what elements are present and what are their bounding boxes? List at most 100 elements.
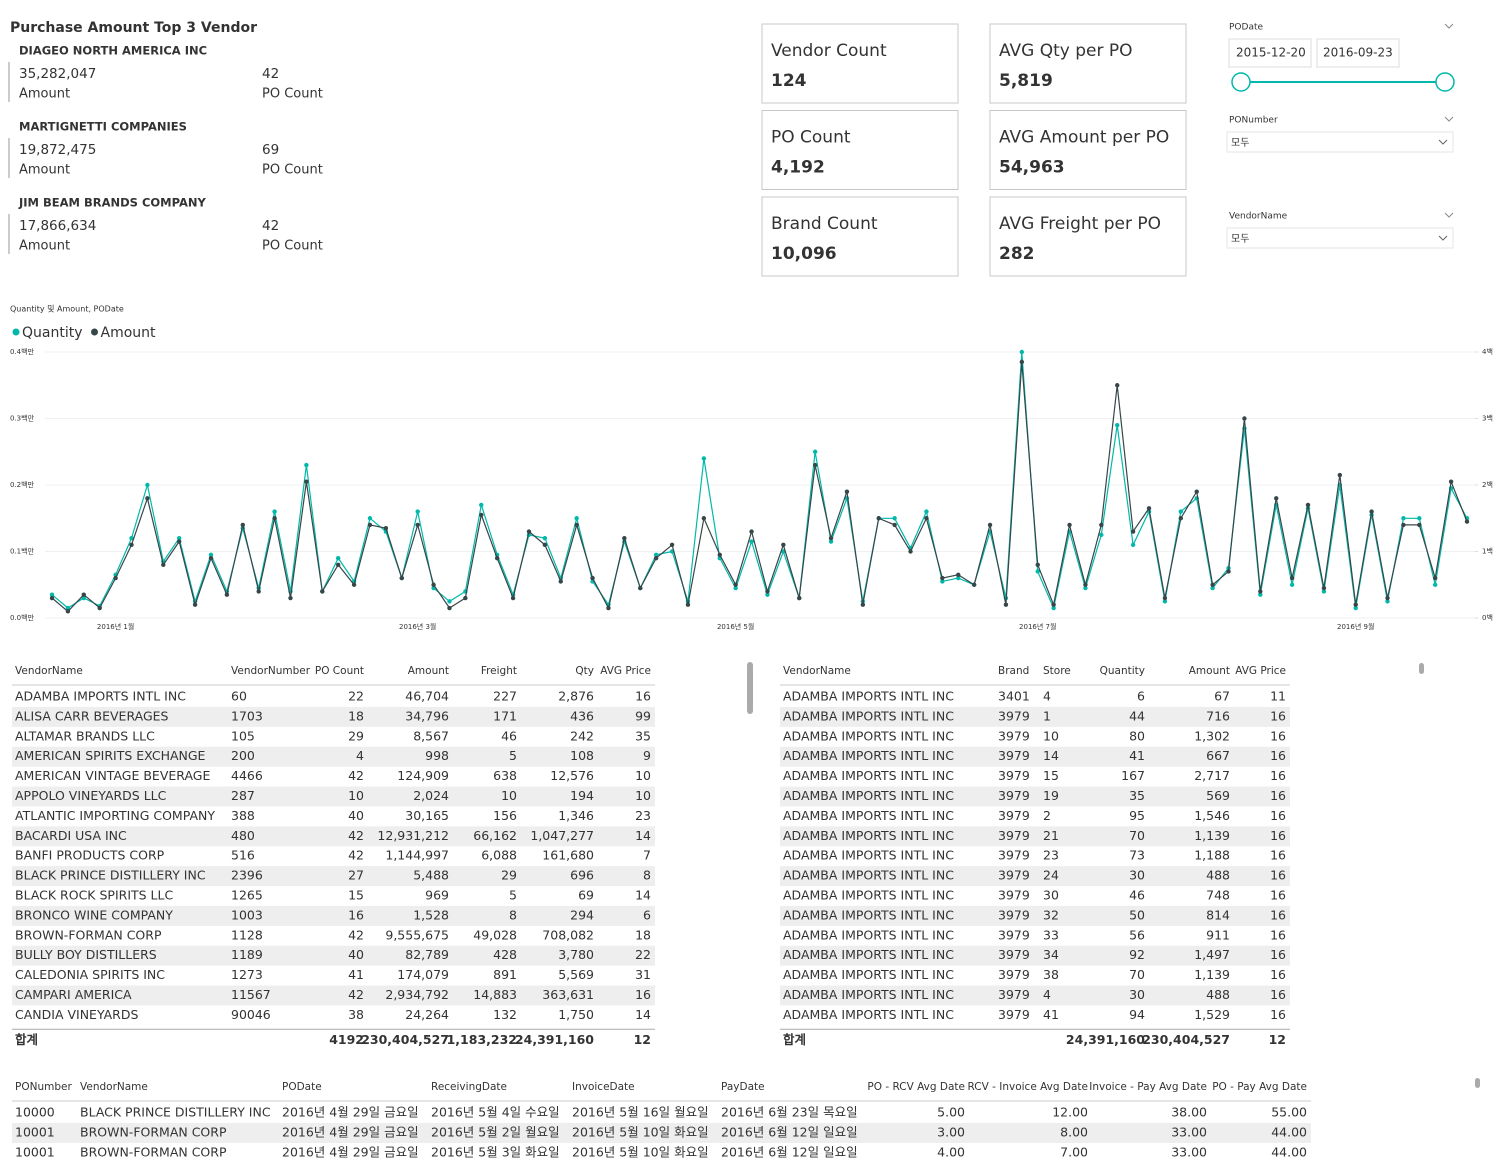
cell: 569	[1206, 788, 1230, 803]
row-shade	[780, 786, 1290, 807]
vendor-po-count-label: PO Count	[262, 87, 323, 102]
scrollbar[interactable]	[1475, 1078, 1480, 1088]
card-value: 282	[999, 244, 1035, 264]
cell: 1189	[231, 947, 263, 962]
point	[1162, 599, 1168, 604]
chevron[interactable]	[1444, 212, 1454, 218]
column-header: Freight	[481, 665, 517, 677]
cell: 29	[348, 728, 364, 743]
point	[1448, 479, 1454, 484]
cell: 2016년 5월 2일 월요일	[431, 1125, 560, 1140]
point	[1321, 589, 1327, 594]
cell: 1128	[231, 927, 263, 942]
cell: ADAMBA IMPORTS INTL INC	[783, 868, 954, 883]
card-value: 124	[771, 71, 807, 91]
point	[304, 479, 309, 484]
cell: 15	[348, 888, 364, 903]
point	[1369, 509, 1374, 514]
date-end[interactable]: 2016-09-23	[1323, 46, 1393, 60]
cell: 10	[1043, 728, 1059, 743]
cell: 10	[501, 788, 517, 803]
cell: 1,346	[558, 808, 594, 823]
point	[129, 536, 134, 541]
point	[320, 589, 325, 594]
cell: 21	[1043, 828, 1059, 843]
cell: ALTAMAR BRANDS LLC	[15, 728, 155, 743]
point	[161, 562, 166, 567]
slider-handle[interactable]	[1435, 72, 1455, 92]
cell: 10000	[15, 1105, 55, 1120]
legend-marker	[91, 328, 98, 336]
vendor-name: MARTIGNETTI COMPANIES	[19, 120, 187, 134]
point	[749, 529, 754, 534]
dropdown-value[interactable]: 모두	[1231, 234, 1249, 245]
dropdown[interactable]	[1226, 131, 1454, 153]
cell: 16	[635, 689, 651, 704]
cell: 38	[1043, 967, 1059, 982]
date-box[interactable]	[1316, 38, 1400, 68]
card	[989, 110, 1187, 190]
cell: 2016년 4월 29일 금요일	[282, 1145, 419, 1160]
cell: 9	[643, 748, 651, 763]
legend-label: Amount	[101, 325, 157, 341]
cell: 156	[493, 808, 517, 823]
point	[844, 489, 850, 494]
cell: ADAMBA IMPORTS INTL INC	[783, 967, 954, 982]
point	[1130, 529, 1136, 534]
cell: BROWN-FORMAN CORP	[80, 1145, 227, 1160]
chevron[interactable]	[1444, 116, 1454, 122]
cell: 32	[1043, 907, 1059, 922]
cell: 5,569	[558, 967, 594, 982]
point	[1067, 522, 1072, 528]
row-shade	[12, 746, 655, 767]
cell: 132	[493, 1007, 517, 1022]
point	[145, 496, 150, 501]
dropdown-value[interactable]: 모두	[1231, 138, 1249, 149]
column-header: Invoice - Pay Avg Date	[1089, 1081, 1207, 1093]
cell: 4	[1043, 689, 1051, 704]
cell: 42	[348, 848, 364, 863]
date-box[interactable]	[1228, 38, 1312, 68]
chevron[interactable]	[1444, 23, 1454, 29]
cell: ADAMBA IMPORTS INTL INC	[783, 927, 954, 942]
point	[542, 542, 548, 548]
cell: 3979	[998, 987, 1030, 1002]
scrollbar[interactable]	[1419, 663, 1424, 674]
cell: 388	[231, 808, 255, 823]
point	[812, 449, 818, 454]
point	[860, 602, 866, 607]
point	[1385, 599, 1390, 604]
date-start[interactable]: 2015-12-20	[1236, 46, 1306, 60]
cell: BROWN-FORMAN CORP	[15, 927, 162, 942]
point	[685, 602, 691, 607]
cell: 998	[425, 748, 449, 763]
cell: 60	[231, 689, 247, 704]
point	[415, 522, 420, 528]
cell: BROWN-FORMAN CORP	[80, 1125, 227, 1140]
point	[81, 595, 86, 601]
cell: 24,264	[405, 1007, 449, 1022]
cell: ADAMBA IMPORTS INTL INC	[783, 907, 954, 922]
point	[1417, 516, 1422, 521]
card-value: 10,096	[771, 244, 837, 264]
point	[1242, 416, 1247, 421]
point	[1337, 472, 1343, 478]
cell: 194	[570, 788, 594, 803]
column-header: Qty	[575, 665, 594, 677]
point	[717, 552, 722, 558]
chevron[interactable]	[1438, 235, 1448, 241]
y2-tick-label: 3백	[1482, 414, 1493, 423]
chevron[interactable]	[1438, 139, 1448, 145]
scrollbar[interactable]	[747, 662, 753, 714]
point	[113, 575, 118, 581]
row-shade	[12, 905, 655, 926]
cell: 2016년 4월 29일 금요일	[282, 1105, 419, 1120]
cell: 488	[1206, 987, 1230, 1002]
cell: ADAMBA IMPORTS INTL INC	[783, 828, 954, 843]
column-header: InvoiceDate	[572, 1081, 635, 1093]
dropdown[interactable]	[1226, 227, 1454, 249]
cell: AMERICAN VINTAGE BEVERAGE	[15, 768, 210, 783]
point	[1433, 575, 1438, 581]
slider-handle[interactable]	[1231, 72, 1251, 92]
cell: 70	[1129, 967, 1145, 982]
